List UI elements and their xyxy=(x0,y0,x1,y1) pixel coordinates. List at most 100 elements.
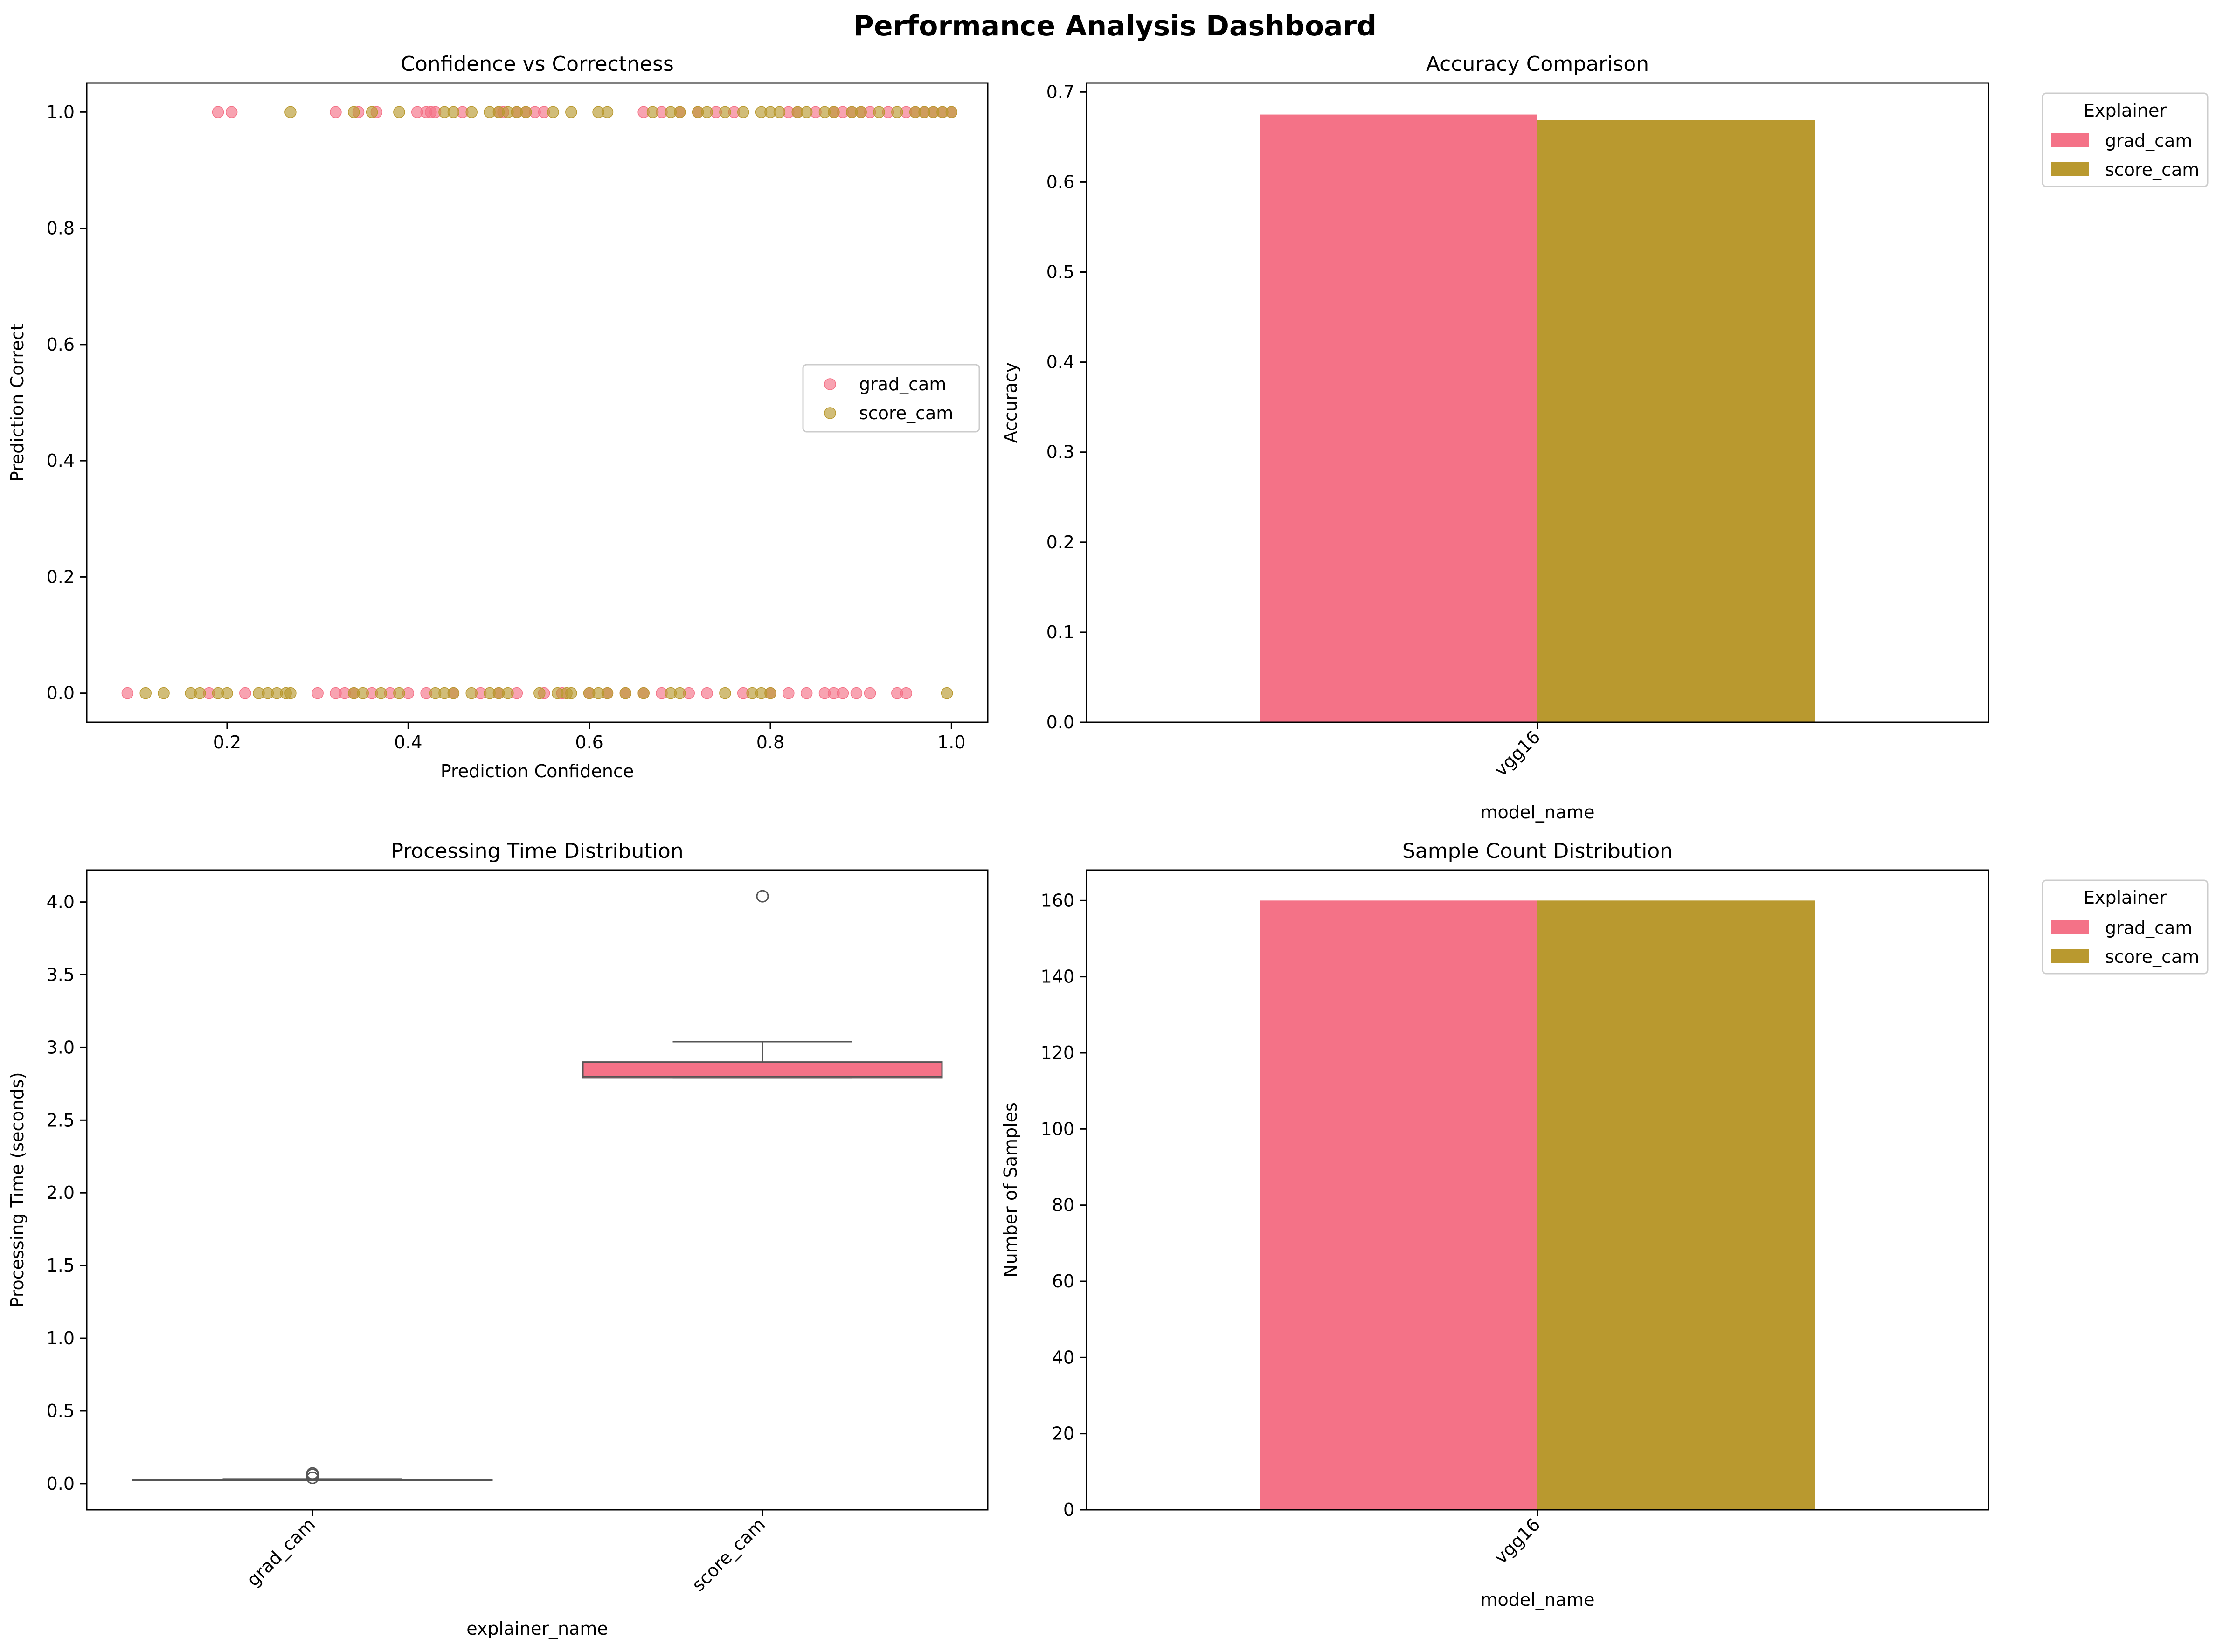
box-outlier-grad_cam xyxy=(306,1467,319,1480)
y-tick-label: 120 xyxy=(1040,1043,1074,1063)
scatter-point-score_cam xyxy=(601,687,614,699)
scatter-point-score_cam xyxy=(737,106,749,118)
scatter-point-score_cam xyxy=(393,106,405,118)
y-axis-label: Prediction Correct xyxy=(7,324,28,482)
scatter-point-score_cam xyxy=(502,687,514,699)
scatter-point-grad_cam xyxy=(800,687,813,699)
legend-swatch-grad_cam xyxy=(2051,920,2089,934)
y-tick-label: 20 xyxy=(1052,1424,1074,1444)
scatter-point-score_cam xyxy=(674,106,686,118)
legend-swatch-grad_cam xyxy=(2051,133,2089,147)
page-title: Performance Analysis Dashboard xyxy=(853,10,1377,42)
scatter-point-grad_cam xyxy=(900,687,912,699)
box-outlier-grad_cam xyxy=(306,1471,319,1484)
y-tick-label: 2.5 xyxy=(47,1110,75,1130)
scatter-point-score_cam xyxy=(284,687,297,699)
scatter-point-score_cam xyxy=(601,106,614,118)
y-tick-label: 0.5 xyxy=(47,1401,75,1421)
scatter-point-score_cam xyxy=(800,106,813,118)
legend-label: score_cam xyxy=(859,403,953,423)
y-axis-label: Accuracy xyxy=(1000,362,1021,443)
y-tick-label: 60 xyxy=(1052,1271,1074,1292)
legend-label: score_cam xyxy=(2105,947,2199,967)
scatter-point-grad_cam xyxy=(212,106,224,118)
x-axis-label: model_name xyxy=(1480,802,1594,823)
scatter-point-score_cam xyxy=(891,106,903,118)
scatter-point-score_cam xyxy=(447,106,460,118)
y-tick-label: 3.5 xyxy=(47,965,75,985)
scatter-point-grad_cam xyxy=(239,687,251,699)
chart-title: Accuracy Comparison xyxy=(1426,52,1649,76)
scatter-point-score_cam xyxy=(547,106,559,118)
scatter-point-score_cam xyxy=(465,106,478,118)
legend-swatch-score_cam xyxy=(2051,162,2089,176)
scatter-point-grad_cam xyxy=(312,687,324,699)
y-tick-label: 0.2 xyxy=(47,567,75,587)
y-tick-label: 0.4 xyxy=(1046,352,1074,373)
scatter-point-score_cam xyxy=(674,687,686,699)
legend-marker-score_cam xyxy=(824,407,836,419)
scatter-point-score_cam xyxy=(828,106,840,118)
scatter-point-score_cam xyxy=(158,687,170,699)
scatter-point-score_cam xyxy=(646,106,659,118)
box-score_cam xyxy=(582,1061,943,1079)
chart-title: Processing Time Distribution xyxy=(391,839,683,863)
scatter-point-score_cam xyxy=(619,687,632,699)
bar-grad_cam xyxy=(1260,114,1537,723)
legend-label: grad_cam xyxy=(2105,131,2192,151)
scatter-point-grad_cam xyxy=(121,687,134,699)
scatter-point-score_cam xyxy=(764,687,776,699)
scatter-point-score_cam xyxy=(533,687,546,699)
x-axis-label: model_name xyxy=(1480,1590,1594,1610)
y-tick-label: 0 xyxy=(1063,1500,1074,1520)
scatter-point-score_cam xyxy=(465,687,478,699)
scatter-point-score_cam xyxy=(447,687,460,699)
axes-frame-0 xyxy=(1086,82,1989,723)
y-tick-label: 0.0 xyxy=(47,683,75,704)
legend-title: Explainer xyxy=(2084,887,2167,908)
legend-title: Explainer xyxy=(2084,100,2167,121)
bar-score_cam xyxy=(1537,900,1815,1510)
scatter-point-score_cam xyxy=(773,106,786,118)
y-tick-label: 0.7 xyxy=(1046,82,1074,102)
y-tick-label: 1.0 xyxy=(47,1328,75,1348)
scatter-point-score_cam xyxy=(873,106,885,118)
y-tick-label: 80 xyxy=(1052,1195,1074,1216)
scatter-point-score_cam xyxy=(719,106,731,118)
y-tick-label: 0.8 xyxy=(47,218,75,239)
scatter-point-grad_cam xyxy=(330,106,342,118)
y-tick-label: 40 xyxy=(1052,1347,1074,1368)
scatter-point-grad_cam xyxy=(837,687,849,699)
y-tick-label: 0.6 xyxy=(47,334,75,355)
y-tick-label: 0.4 xyxy=(47,450,75,471)
y-tick-label: 0.0 xyxy=(1046,712,1074,733)
y-tick-label: 0.5 xyxy=(1046,262,1074,283)
scatter-point-score_cam xyxy=(719,687,731,699)
y-tick-label: 0.0 xyxy=(47,1473,75,1494)
y-tick-label: 100 xyxy=(1040,1119,1074,1139)
scatter-point-grad_cam xyxy=(850,687,863,699)
scatter-point-score_cam xyxy=(565,106,577,118)
x-tick-label: 0.4 xyxy=(394,732,422,753)
legend-swatch-score_cam xyxy=(2051,949,2089,963)
scatter-point-score_cam xyxy=(366,106,378,118)
y-tick-label: 0.2 xyxy=(1046,532,1074,553)
legend-label: grad_cam xyxy=(859,374,946,394)
axes-frame-1 xyxy=(86,82,989,723)
y-tick-label: 1.0 xyxy=(47,102,75,122)
scatter-point-score_cam xyxy=(565,687,577,699)
x-tick-label: 0.2 xyxy=(213,732,241,753)
y-tick-label: 3.0 xyxy=(47,1037,75,1058)
scatter-point-score_cam xyxy=(348,106,360,118)
y-tick-label: 140 xyxy=(1040,967,1074,987)
box-outlier-score_cam xyxy=(756,890,769,903)
bar-grad_cam xyxy=(1260,900,1537,1510)
y-tick-label: 2.0 xyxy=(47,1182,75,1203)
x-tick-label: grad_cam xyxy=(243,1514,319,1590)
y-tick-label: 1.5 xyxy=(47,1255,75,1276)
scatter-point-score_cam xyxy=(855,106,867,118)
scatter-point-score_cam xyxy=(194,687,206,699)
x-tick-label: 0.8 xyxy=(756,732,784,753)
legend-box xyxy=(802,364,980,433)
